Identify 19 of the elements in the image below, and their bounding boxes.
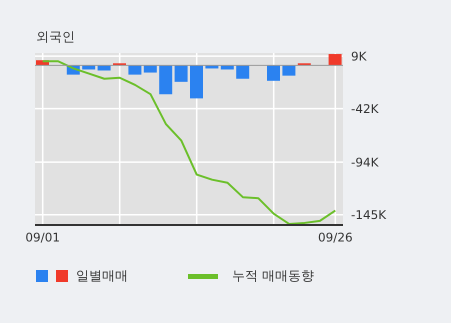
y-tick-label: -42K — [351, 102, 380, 116]
bar — [190, 65, 203, 98]
bar — [174, 65, 188, 82]
bar — [282, 65, 296, 76]
bar — [144, 65, 157, 73]
legend-label: 누적 매매동향 — [232, 268, 314, 285]
x-tick-label: 09/01 — [25, 230, 60, 245]
y-tick-label: -94K — [351, 155, 380, 170]
line-series — [42, 60, 336, 225]
bar — [159, 65, 172, 94]
bar — [328, 54, 342, 66]
chart-title: 외국인 — [36, 29, 75, 46]
bar — [128, 65, 142, 75]
bar — [267, 65, 280, 81]
x-tick-label: 09/26 — [318, 230, 353, 245]
legend-label: 일별매매 — [76, 268, 128, 285]
bar — [236, 65, 250, 79]
y-tick-label: -145K — [351, 208, 388, 222]
y-tick-label: 9K — [351, 49, 368, 64]
